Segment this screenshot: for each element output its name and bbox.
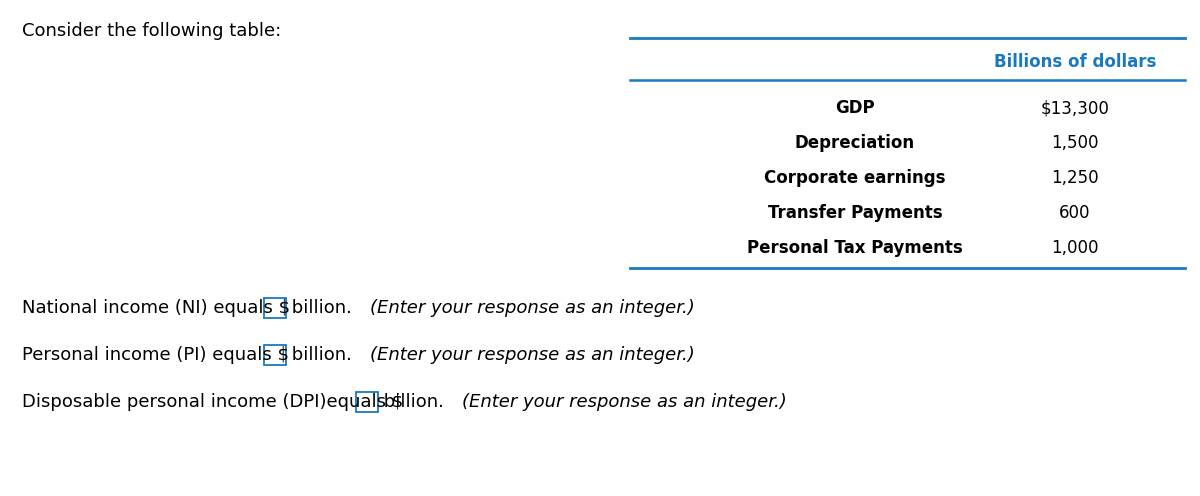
Text: Billions of dollars: Billions of dollars [994, 53, 1156, 71]
Bar [264, 345, 286, 365]
Text: Consider the following table:: Consider the following table: [22, 22, 281, 40]
Bar [356, 392, 378, 412]
Text: (Enter your response as an integer.): (Enter your response as an integer.) [462, 393, 786, 411]
Text: Depreciation: Depreciation [794, 134, 916, 152]
Text: 600: 600 [1060, 204, 1091, 222]
Text: billion.: billion. [378, 393, 450, 411]
Text: Personal income (PI) equals $: Personal income (PI) equals $ [22, 346, 289, 364]
Text: billion.: billion. [286, 346, 358, 364]
Bar [264, 298, 286, 318]
Text: GDP: GDP [835, 99, 875, 117]
Text: billion.: billion. [286, 299, 358, 317]
Text: 1,500: 1,500 [1051, 134, 1099, 152]
Text: Personal Tax Payments: Personal Tax Payments [748, 239, 962, 257]
Text: (Enter your response as an integer.): (Enter your response as an integer.) [370, 299, 695, 317]
Text: 1,250: 1,250 [1051, 169, 1099, 187]
Text: $13,300: $13,300 [1040, 99, 1110, 117]
Text: Disposable personal income (DPI)equals $: Disposable personal income (DPI)equals $ [22, 393, 403, 411]
Text: Transfer Payments: Transfer Payments [768, 204, 942, 222]
Text: Corporate earnings: Corporate earnings [764, 169, 946, 187]
Text: 1,000: 1,000 [1051, 239, 1099, 257]
Text: (Enter your response as an integer.): (Enter your response as an integer.) [370, 346, 695, 364]
Text: National income (NI) equals $: National income (NI) equals $ [22, 299, 290, 317]
